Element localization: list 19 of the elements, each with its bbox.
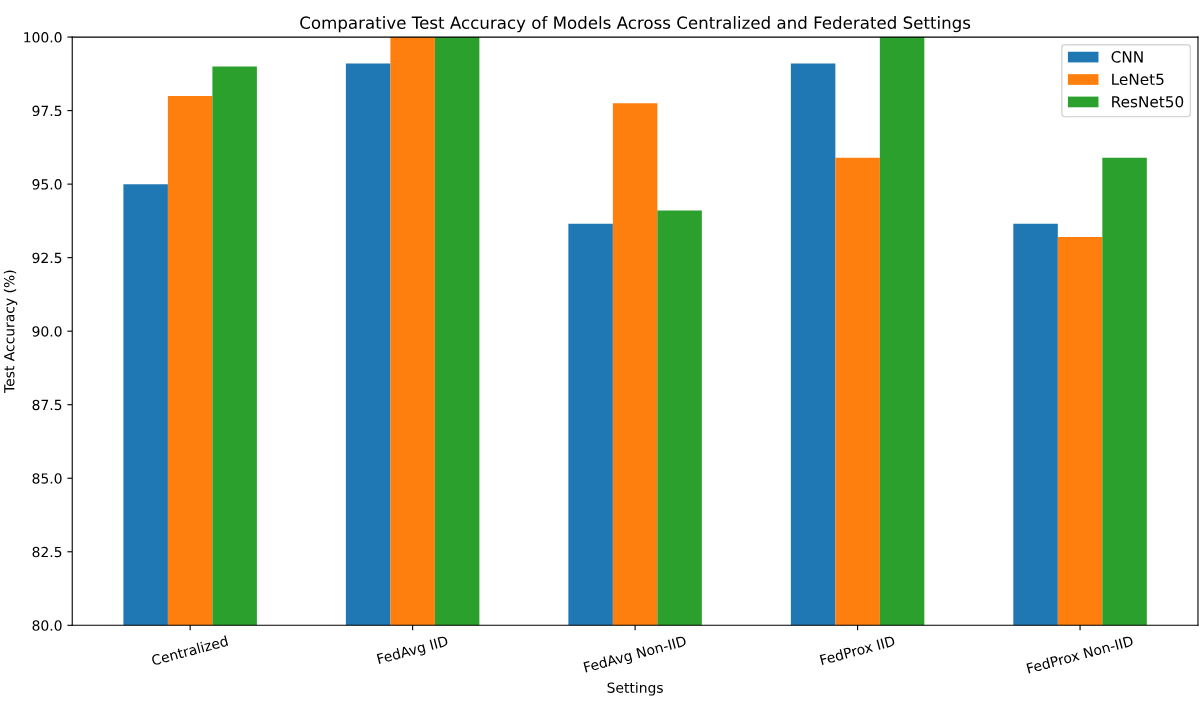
y-tick-label: 82.5 [32, 546, 62, 558]
y-tick-label: 92.5 [32, 252, 62, 264]
chart-title: Comparative Test Accuracy of Models Across Centralized and Federated Settings [300, 16, 971, 33]
x-axis-title: Settings [607, 682, 663, 696]
y-tick-label: 90.0 [32, 326, 62, 337]
y-tick-label: 85.0 [32, 473, 62, 484]
y-tick-label: 97.5 [32, 105, 62, 117]
legend-label: LeNet5 [1112, 73, 1164, 86]
legend-label: ResNet50 [1112, 95, 1184, 108]
y-tick-label: 95.0 [32, 179, 62, 190]
legend-label: CNN [1111, 51, 1143, 63]
y-tick-label: 80.0 [32, 620, 62, 631]
x-tick-label: FedAvg Non-IID [583, 635, 688, 676]
x-tick-label: FedAvg IID [376, 635, 450, 667]
y-tick-label: 100.0 [24, 32, 62, 43]
y-axis-title: Test Accuracy (%) [3, 270, 18, 394]
x-tick-label: FedProx Non-IID [1026, 635, 1134, 674]
y-tick-label: 87.5 [32, 399, 62, 411]
x-tick-label: FedProx IID [819, 635, 896, 666]
